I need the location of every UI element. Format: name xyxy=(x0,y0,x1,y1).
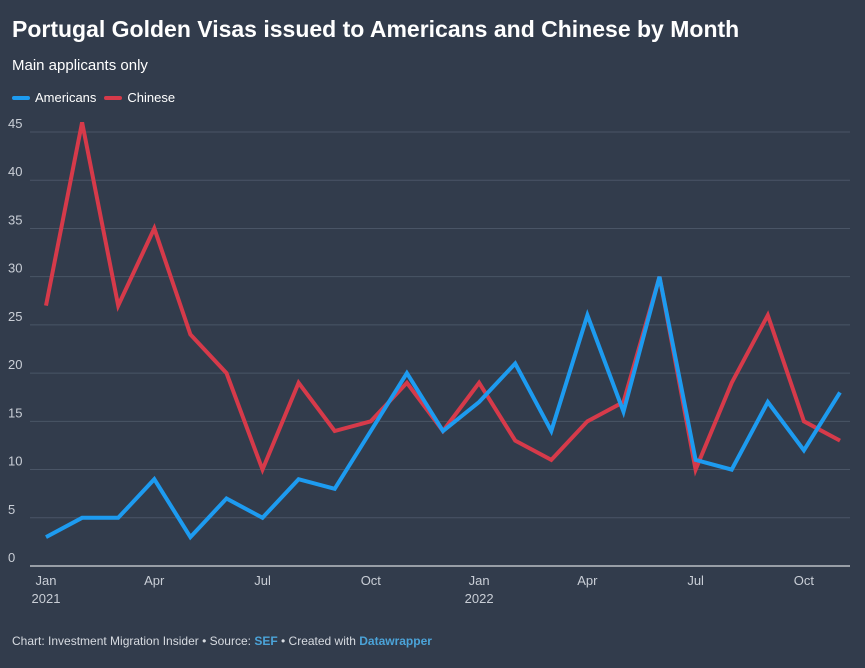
y-tick-label: 15 xyxy=(8,405,22,420)
x-tick-label: Oct xyxy=(361,573,382,588)
y-tick-label: 25 xyxy=(8,309,22,324)
x-tick-year-label: 2021 xyxy=(32,591,61,606)
x-tick-label: Jul xyxy=(687,573,704,588)
y-tick-label: 40 xyxy=(8,164,22,179)
y-tick-label: 30 xyxy=(8,261,22,276)
source-link[interactable]: SEF xyxy=(254,634,278,648)
legend: Americans Chinese xyxy=(12,90,183,105)
series-line-americans xyxy=(45,276,842,541)
x-tick-year-label: 2022 xyxy=(465,591,494,606)
legend-swatch-americans xyxy=(12,95,30,100)
y-tick-label: 10 xyxy=(8,454,22,469)
legend-item-americans: Americans xyxy=(12,90,96,105)
y-tick-label: 35 xyxy=(8,212,22,227)
footer-credit: Chart: Investment Migration Insider • So… xyxy=(12,634,255,648)
footer-created: • Created with xyxy=(277,634,360,648)
chart-footer: Chart: Investment Migration Insider • So… xyxy=(12,634,432,648)
y-tick-label: 20 xyxy=(8,357,22,372)
y-tick-label: 5 xyxy=(8,502,15,517)
x-tick-label: Oct xyxy=(794,573,815,588)
y-tick-label: 45 xyxy=(8,116,22,131)
series-line-chinese xyxy=(44,122,841,477)
legend-item-chinese: Chinese xyxy=(104,90,175,105)
legend-label-americans: Americans xyxy=(35,90,97,105)
x-tick-label: Jan xyxy=(469,573,490,588)
x-tick-label: Apr xyxy=(144,573,165,588)
chart-title: Portugal Golden Visas issued to American… xyxy=(12,16,740,42)
x-tick-label: Jan xyxy=(36,573,57,588)
legend-label-chinese: Chinese xyxy=(127,90,176,105)
y-tick-label: 0 xyxy=(8,550,15,565)
chart-subtitle: Main applicants only xyxy=(12,57,148,74)
datawrapper-link[interactable]: Datawrapper xyxy=(359,634,432,648)
x-tick-label: Jul xyxy=(254,573,271,588)
x-tick-label: Apr xyxy=(577,573,598,588)
legend-swatch-chinese xyxy=(104,95,123,100)
